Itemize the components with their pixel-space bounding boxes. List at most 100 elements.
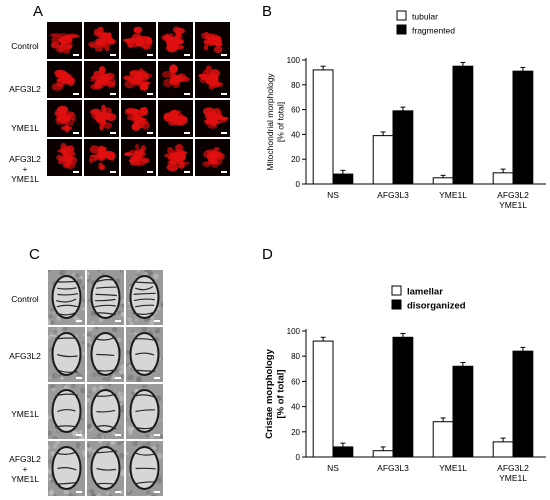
bar [492, 172, 514, 185]
fluorescence-image [84, 22, 119, 59]
legend-entry: tubular [396, 10, 438, 22]
panel-a-row-label: YME1L [11, 123, 39, 133]
scale-bar [221, 171, 227, 173]
y-tick-label: 60 [291, 377, 300, 386]
category-label: AFG3L3 [377, 190, 409, 200]
fluorescence-image [47, 100, 82, 137]
scale-bar [73, 54, 79, 56]
scale-bar [110, 54, 116, 56]
panel-c-row-label: YME1L [11, 409, 39, 419]
electron-micrograph-grid [48, 270, 163, 496]
electron-micrograph [48, 384, 85, 439]
fluorescence-image [195, 139, 230, 176]
fluorescence-image [195, 100, 230, 137]
y-tick-label: 80 [291, 81, 300, 90]
legend-label: tubular [412, 12, 438, 22]
electron-micrograph [126, 270, 163, 325]
electron-micrograph [126, 441, 163, 496]
y-tick-label: 0 [296, 180, 301, 189]
y-tick-label: 20 [291, 428, 300, 437]
fluorescence-image [158, 22, 193, 59]
scale-bar [221, 54, 227, 56]
fluorescence-image [84, 61, 119, 98]
bar [332, 173, 354, 185]
y-tick-label: 20 [291, 155, 300, 164]
y-tick-label: 40 [291, 130, 300, 139]
electron-micrograph [48, 327, 85, 382]
scale-bar [147, 171, 153, 173]
fluorescence-image [121, 61, 156, 98]
y-tick-label: 100 [287, 56, 301, 65]
scale-bar [110, 132, 116, 134]
fluorescence-image [84, 100, 119, 137]
category-label: AFG3L3 [377, 463, 409, 473]
panel-a-row-label: AFG3L2 [9, 84, 41, 94]
bar [332, 446, 354, 458]
bar [432, 421, 454, 458]
y-axis-label: Cristae morphology[% of total] [264, 348, 287, 438]
category-label: YME1L [439, 190, 467, 200]
bar [512, 350, 534, 458]
scale-bar [184, 132, 190, 134]
fluorescence-image [158, 61, 193, 98]
scale-bar [73, 171, 79, 173]
electron-micrograph [48, 270, 85, 325]
bar [312, 69, 334, 185]
y-tick-label: 100 [287, 327, 301, 336]
category-label: AFG3L2 YME1L [497, 463, 529, 483]
panel-b-letter: B [262, 3, 273, 20]
scale-bar [184, 93, 190, 95]
cristae-morphology-chart: lamellar disorganized 0 20 40 60 80 100 Cristae … [264, 285, 546, 483]
panel-a-letter: A [33, 3, 44, 20]
fluorescence-image-grid [47, 22, 230, 176]
bar [432, 177, 454, 185]
scale-bar [147, 54, 153, 56]
electron-micrograph [126, 327, 163, 382]
fluorescence-image [84, 139, 119, 176]
scale-bar [184, 171, 190, 173]
bar [452, 365, 474, 458]
fluorescence-image [47, 61, 82, 98]
scale-bar [76, 320, 82, 322]
bar [392, 336, 414, 458]
bar [512, 70, 534, 185]
fluorescence-image [47, 22, 82, 59]
scale-bar [184, 54, 190, 56]
panel-d-letter: D [262, 246, 273, 263]
legend-label: fragmented [412, 26, 455, 36]
scale-bar [76, 434, 82, 436]
electron-micrograph [87, 270, 124, 325]
scale-bar [154, 434, 160, 436]
scale-bar [73, 93, 79, 95]
bar [372, 135, 394, 185]
y-axis-label: Mitochondrial morphology[% of total] [265, 73, 286, 171]
panel-c-row-label: Control [11, 294, 39, 304]
y-tick-label: 40 [291, 403, 300, 412]
scale-bar [76, 377, 82, 379]
legend-label: lamellar [407, 287, 443, 298]
fluorescence-image [121, 22, 156, 59]
scale-bar [154, 491, 160, 493]
mitochondrial-morphology-chart: tubular fragmented 0 20 40 60 80 100Mitochondri… [265, 10, 546, 210]
bar [492, 441, 514, 458]
bar [372, 450, 394, 458]
scale-bar [115, 491, 121, 493]
fluorescence-image [158, 100, 193, 137]
electron-micrograph [126, 384, 163, 439]
scale-bar [147, 93, 153, 95]
y-tick-label: 60 [291, 106, 300, 115]
scale-bar [110, 171, 116, 173]
y-tick-label: 0 [296, 453, 301, 462]
scale-bar [110, 93, 116, 95]
electron-micrograph [87, 327, 124, 382]
scale-bar [154, 377, 160, 379]
category-label: AFG3L2 YME1L [497, 190, 529, 210]
scale-bar [154, 320, 160, 322]
legend-entry: fragmented [396, 24, 455, 36]
electron-micrograph [87, 384, 124, 439]
category-label: YME1L [439, 463, 467, 473]
bar [392, 110, 414, 185]
fluorescence-image [158, 139, 193, 176]
scale-bar [221, 93, 227, 95]
scale-bar [147, 132, 153, 134]
